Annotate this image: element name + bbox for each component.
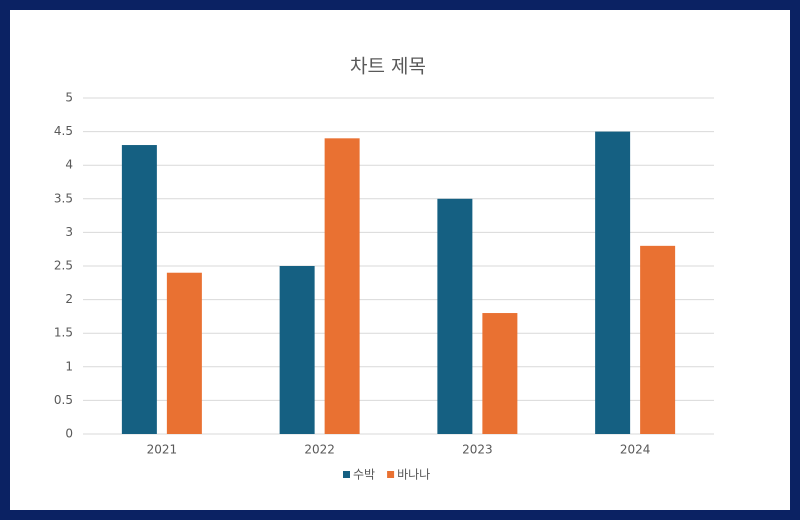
bar <box>640 245 676 434</box>
legend-label: 바나나 <box>397 468 430 482</box>
y-tick-label: 5 <box>65 91 73 105</box>
x-tick-label: 2024 <box>620 443 651 457</box>
x-tick-label: 2022 <box>304 443 335 457</box>
y-tick-label: 0.5 <box>54 393 73 407</box>
bar <box>437 198 473 434</box>
bar <box>595 131 631 434</box>
bar <box>482 313 518 434</box>
y-tick-label: 1 <box>65 359 73 373</box>
y-tick-label: 3.5 <box>54 191 73 205</box>
bar <box>324 138 360 434</box>
y-tick-label: 4.5 <box>54 124 73 138</box>
bar <box>166 272 202 434</box>
legend-label: 수박 <box>353 468 375 482</box>
y-tick-label: 2.5 <box>54 259 73 273</box>
x-tick-label: 2021 <box>147 443 178 457</box>
y-tick-label: 2 <box>65 292 73 306</box>
y-tick-label: 4 <box>65 158 73 172</box>
bar <box>121 145 157 435</box>
chart-title: 차트 제목 <box>350 56 426 78</box>
y-tick-label: 0 <box>65 427 73 441</box>
y-tick-label: 1.5 <box>54 326 73 340</box>
y-tick-label: 3 <box>65 225 73 239</box>
x-tick-label: 2023 <box>462 443 493 457</box>
legend-swatch <box>343 471 350 478</box>
legend-swatch <box>387 471 395 478</box>
bar <box>279 266 315 434</box>
